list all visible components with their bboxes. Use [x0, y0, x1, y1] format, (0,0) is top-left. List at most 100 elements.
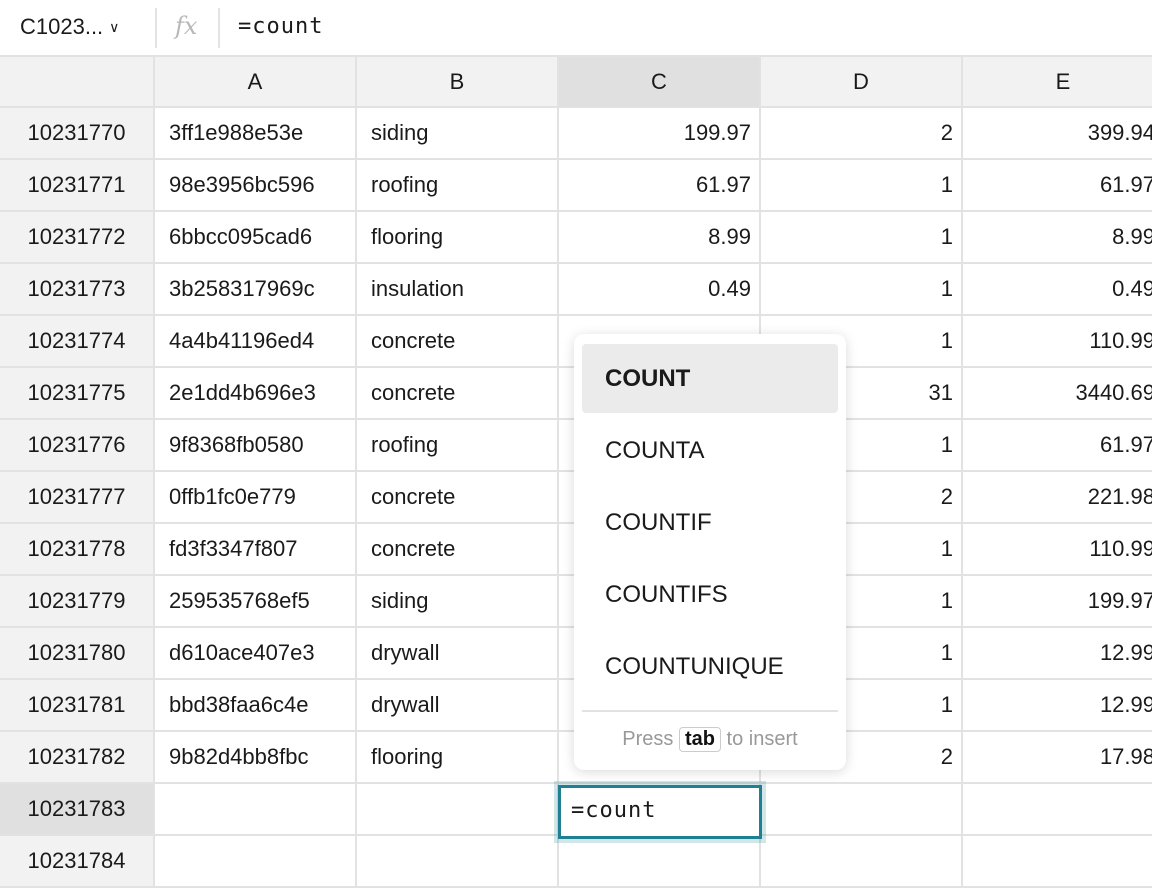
cell-a[interactable]: 3ff1e988e53e — [155, 108, 357, 160]
cell-b[interactable]: concrete — [357, 368, 559, 420]
cell-d[interactable]: 2 — [761, 732, 963, 784]
column-header-b[interactable]: B — [357, 57, 559, 108]
cell-a[interactable]: 6bbcc095cad6 — [155, 212, 357, 264]
autocomplete-item[interactable]: COUNTIFS — [605, 580, 728, 608]
cell-d[interactable]: 1 — [761, 264, 963, 316]
formula-input[interactable]: =count — [238, 14, 324, 39]
row-header[interactable]: 10231784 — [0, 836, 155, 888]
cell-a[interactable] — [155, 784, 357, 836]
formula-bar: C1023... ∨ fx =count — [0, 0, 1152, 57]
cell-a[interactable]: d610ace407e3 — [155, 628, 357, 680]
cell-b[interactable]: insulation — [357, 264, 559, 316]
cell-b[interactable]: siding — [357, 576, 559, 628]
autocomplete-item[interactable]: COUNTA — [605, 436, 705, 464]
cell-c[interactable]: 0.49 — [559, 264, 761, 316]
cell-a[interactable] — [155, 836, 357, 888]
row-header[interactable]: 10231776 — [0, 420, 155, 472]
cell-b[interactable]: concrete — [357, 316, 559, 368]
row-header[interactable]: 10231780 — [0, 628, 155, 680]
cell-e[interactable]: 61.97 — [963, 160, 1152, 212]
column-header-d[interactable]: D — [761, 57, 963, 108]
cell-e[interactable]: 199.97 — [963, 576, 1152, 628]
cell-c[interactable]: 199.97 — [559, 108, 761, 160]
cell-e[interactable]: 3440.69 — [963, 368, 1152, 420]
table-row: 10231781 bbd38faa6c4e drywall 1 12.99 — [0, 680, 1152, 732]
cell-d[interactable]: 1 — [761, 212, 963, 264]
name-box[interactable]: C1023... ∨ — [20, 14, 119, 40]
cell-a[interactable]: 2e1dd4b696e3 — [155, 368, 357, 420]
cell-a[interactable]: 4a4b41196ed4 — [155, 316, 357, 368]
cell-a[interactable]: 98e3956bc596 — [155, 160, 357, 212]
cell-d[interactable]: 1 — [761, 628, 963, 680]
cell-b[interactable]: siding — [357, 108, 559, 160]
autocomplete-item[interactable]: COUNTUNIQUE — [605, 652, 784, 680]
cell-b[interactable]: concrete — [357, 524, 559, 576]
cell-e[interactable]: 399.94 — [963, 108, 1152, 160]
cell-e[interactable]: 110.99 — [963, 524, 1152, 576]
row-header[interactable]: 10231770 — [0, 108, 155, 160]
cell-a[interactable]: 9f8368fb0580 — [155, 420, 357, 472]
cell-d[interactable]: 1 — [761, 576, 963, 628]
row-header[interactable]: 10231778 — [0, 524, 155, 576]
cell-e[interactable]: 110.99 — [963, 316, 1152, 368]
column-header-e[interactable]: E — [963, 57, 1152, 108]
column-header-c[interactable]: C — [559, 57, 761, 108]
table-row: 10231776 9f8368fb0580 roofing 1 61.97 — [0, 420, 1152, 472]
cell-a[interactable]: 0ffb1fc0e779 — [155, 472, 357, 524]
cell-e[interactable] — [963, 784, 1152, 836]
table-row: 10231783 — [0, 784, 1152, 836]
cell-a[interactable]: 3b258317969c — [155, 264, 357, 316]
corner-cell[interactable] — [0, 57, 155, 108]
cell-b[interactable]: concrete — [357, 472, 559, 524]
cell-d[interactable]: 1 — [761, 680, 963, 732]
cell-d[interactable] — [761, 836, 963, 888]
autocomplete-item[interactable]: COUNT — [582, 344, 838, 413]
cell-a[interactable]: fd3f3347f807 — [155, 524, 357, 576]
cell-e[interactable]: 221.98 — [963, 472, 1152, 524]
cell-d[interactable]: 2 — [761, 472, 963, 524]
cell-d[interactable]: 2 — [761, 108, 963, 160]
row-header[interactable]: 10231782 — [0, 732, 155, 784]
row-header[interactable]: 10231781 — [0, 680, 155, 732]
cell-b[interactable] — [357, 784, 559, 836]
cell-d[interactable]: 1 — [761, 420, 963, 472]
cell-d[interactable]: 31 — [761, 368, 963, 420]
row-header[interactable]: 10231779 — [0, 576, 155, 628]
cell-e[interactable]: 0.49 — [963, 264, 1152, 316]
cell-b[interactable]: roofing — [357, 420, 559, 472]
cell-e[interactable]: 61.97 — [963, 420, 1152, 472]
cell-d[interactable]: 1 — [761, 316, 963, 368]
cell-a[interactable]: 259535768ef5 — [155, 576, 357, 628]
cell-a[interactable]: 9b82d4bb8fbc — [155, 732, 357, 784]
cell-c[interactable]: 61.97 — [559, 160, 761, 212]
table-row: 10231784 — [0, 836, 1152, 888]
cell-b[interactable]: drywall — [357, 628, 559, 680]
row-header[interactable]: 10231777 — [0, 472, 155, 524]
row-header[interactable]: 10231771 — [0, 160, 155, 212]
cell-e[interactable]: 12.99 — [963, 680, 1152, 732]
autocomplete-item[interactable]: COUNTIF — [605, 508, 712, 536]
cell-e[interactable] — [963, 836, 1152, 888]
column-header-a[interactable]: A — [155, 57, 357, 108]
cell-a[interactable]: bbd38faa6c4e — [155, 680, 357, 732]
cell-e[interactable]: 12.99 — [963, 628, 1152, 680]
cell-b[interactable]: drywall — [357, 680, 559, 732]
cell-editor[interactable]: =count — [558, 785, 762, 839]
cell-d[interactable]: 1 — [761, 524, 963, 576]
cell-b[interactable]: flooring — [357, 212, 559, 264]
row-header[interactable]: 10231783 — [0, 784, 155, 836]
row-header[interactable]: 10231773 — [0, 264, 155, 316]
cell-b[interactable]: flooring — [357, 732, 559, 784]
cell-e[interactable]: 8.99 — [963, 212, 1152, 264]
row-header[interactable]: 10231774 — [0, 316, 155, 368]
row-header[interactable]: 10231772 — [0, 212, 155, 264]
cell-d[interactable] — [761, 784, 963, 836]
cell-d[interactable]: 1 — [761, 160, 963, 212]
cell-c[interactable] — [559, 836, 761, 888]
cell-c[interactable]: 8.99 — [559, 212, 761, 264]
cell-b[interactable]: roofing — [357, 160, 559, 212]
cell-e[interactable]: 17.98 — [963, 732, 1152, 784]
row-header[interactable]: 10231775 — [0, 368, 155, 420]
cell-b[interactable] — [357, 836, 559, 888]
chevron-down-icon: ∨ — [109, 18, 120, 35]
